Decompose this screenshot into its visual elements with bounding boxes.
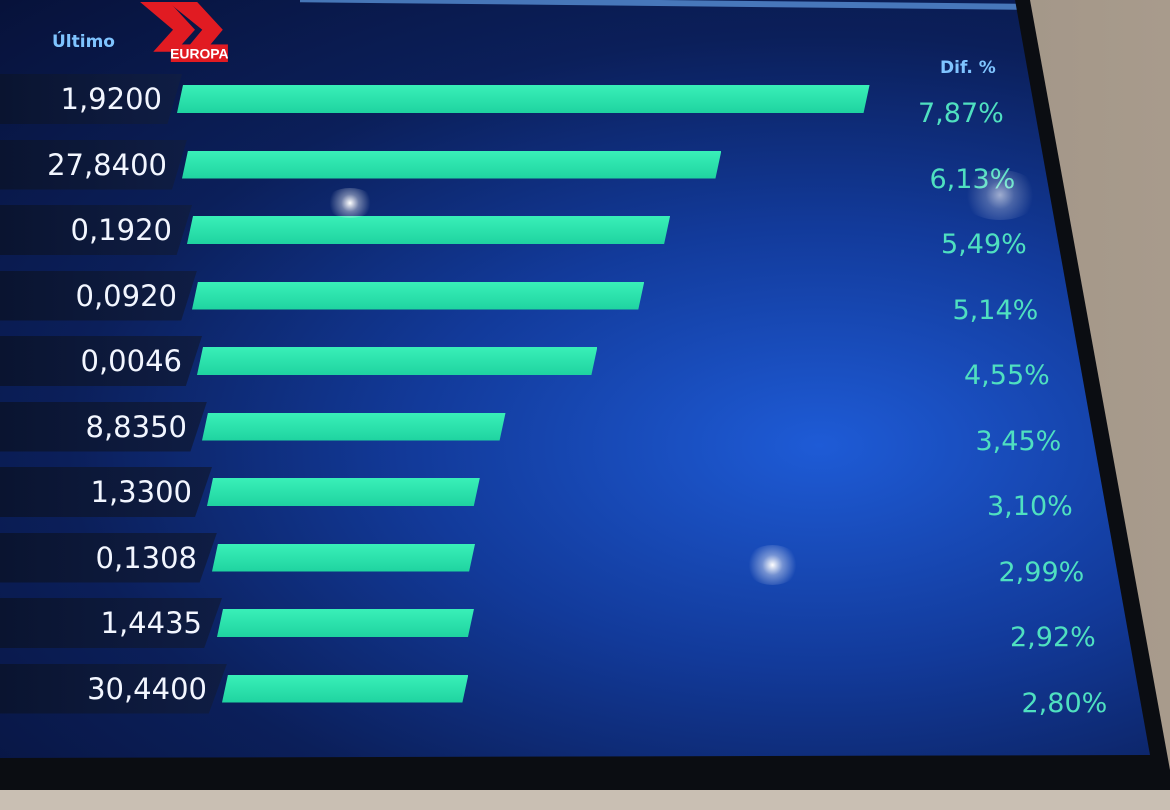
change-percent: 2,92% [1010,622,1096,653]
change-bar [192,282,644,310]
last-value: 1,4435 [100,606,202,640]
change-percent: 4,55% [964,360,1050,391]
light-glare [960,170,1040,220]
last-value: 0,0046 [80,344,182,378]
change-percent: 5,14% [952,294,1039,326]
change-bar [207,478,480,506]
light-glare [325,188,375,218]
header-last: Último [52,32,115,52]
last-value: 30,4400 [87,671,207,706]
value-panel [0,401,207,452]
value-panel [0,532,217,583]
last-value: 0,1308 [95,540,197,575]
change-bar [217,609,474,637]
change-percent: 3,10% [987,491,1073,522]
header-divider [299,0,1021,10]
change-bar [197,347,597,375]
value-panel [0,467,212,517]
change-percent: 2,99% [998,556,1085,588]
last-value: 1,9200 [60,82,162,116]
change-bar [187,216,670,244]
header-change: Dif. % [940,58,996,78]
value-panel [0,336,202,386]
last-value: 8,8350 [85,409,187,444]
change-bar [177,85,870,113]
change-percent: 3,45% [975,425,1062,457]
value-panel [0,74,182,124]
change-bar [202,413,506,441]
value-panel [0,598,222,648]
value-panel [0,270,197,321]
value-panel [0,663,227,714]
change-percent: 5,49% [941,229,1027,260]
value-panel [0,205,192,255]
europa-logo: EUROPA [140,2,228,62]
last-value: 0,0920 [75,278,177,313]
change-bar [222,675,468,703]
change-bar [182,151,721,179]
change-percent: 2,80% [1021,687,1108,719]
last-value: 27,8400 [47,147,167,182]
svg-text:EUROPA: EUROPA [170,45,228,61]
change-percent: 7,87% [918,98,1004,129]
light-glare [745,545,800,585]
change-bar [212,544,475,572]
last-value: 1,3300 [90,475,192,509]
value-panel [0,139,187,190]
last-value: 0,1920 [70,213,172,247]
